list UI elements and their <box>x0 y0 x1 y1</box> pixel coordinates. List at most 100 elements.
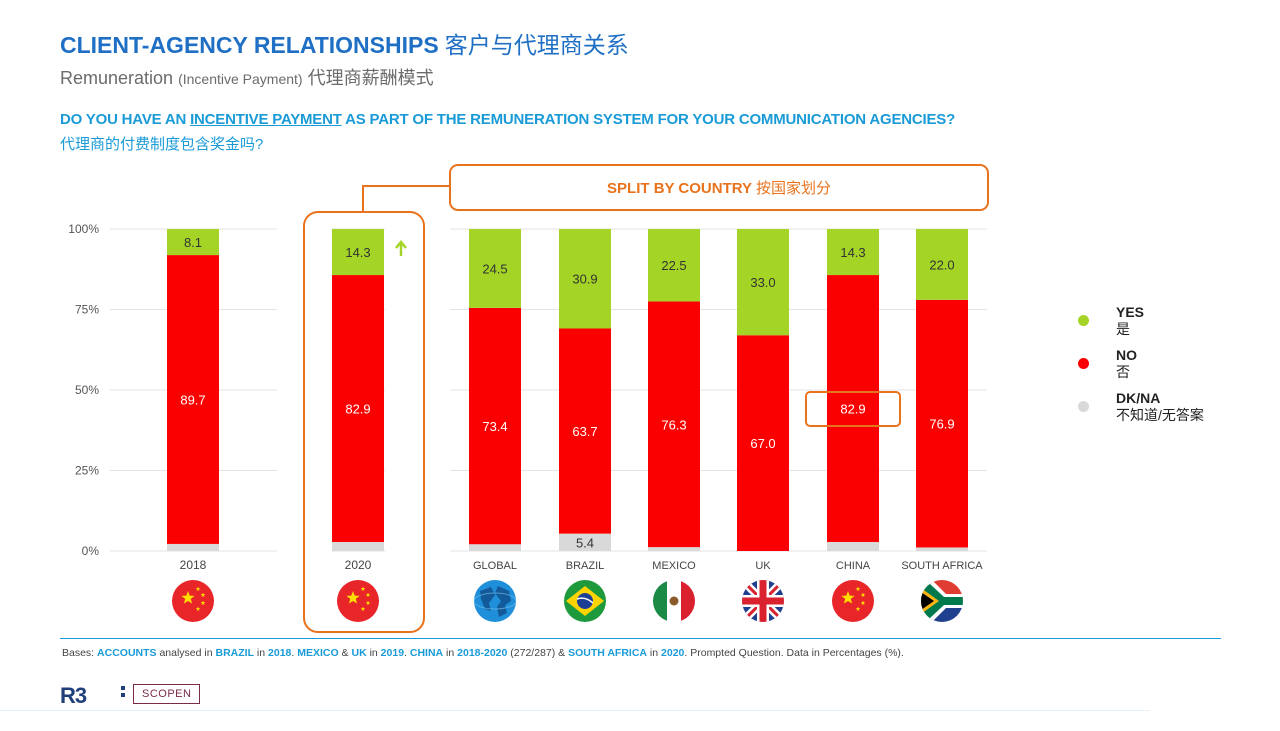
bar-segment-dkna <box>469 544 521 551</box>
data-label: 24.5 <box>482 261 507 276</box>
data-label: 22.0 <box>929 257 954 272</box>
subtitle-paren: (Incentive Payment) <box>178 71 303 87</box>
legend-yes-en: YES <box>1116 304 1145 320</box>
legend-no-cn: 否 <box>1116 364 1130 380</box>
highlight-china-box <box>805 391 901 427</box>
callout-label-cn: 按国家划分 <box>756 180 831 197</box>
y-tick-label: 50% <box>75 383 99 397</box>
x-tick-label: MEXICO <box>652 560 696 572</box>
page-title: CLIENT-AGENCY RELATIONSHIPS 客户与代理商关系 <box>60 26 629 60</box>
data-label: 82.9 <box>345 402 370 417</box>
grid-lines <box>110 228 987 552</box>
data-label: 8.1 <box>184 235 202 250</box>
globe-icon <box>474 580 516 622</box>
legend: YES 是 NO 否 DK/NA 不知道/无答案 <box>1078 304 1204 433</box>
legend-item-no: NO 否 <box>1078 347 1204 381</box>
uk-flag-icon <box>742 580 784 622</box>
legend-dot-dkna <box>1078 401 1089 412</box>
footer-divider <box>60 638 1221 639</box>
bar-segment-yes <box>648 229 700 302</box>
data-label: 30.9 <box>572 272 597 287</box>
data-label: 89.7 <box>180 392 205 407</box>
x-tick-label: GLOBAL <box>473 560 517 572</box>
bar-segment-dkna <box>916 547 968 551</box>
legend-dkna-en: DK/NA <box>1116 390 1161 406</box>
bar-segment-no <box>737 335 789 551</box>
bar-segment-no <box>332 275 384 542</box>
data-label: 76.9 <box>929 417 954 432</box>
legend-dot-no <box>1078 358 1089 369</box>
y-tick-label: 100% <box>68 222 99 236</box>
data-label: 67.0 <box>750 436 775 451</box>
data-label: 33.0 <box>750 275 775 290</box>
bar-segment-dkna <box>167 543 219 551</box>
bar-segment-no <box>167 255 219 544</box>
scopen-logo: SCOPEN <box>133 684 201 704</box>
y-tick-label: 0% <box>82 544 100 558</box>
bar-segment-yes <box>827 229 879 276</box>
x-tick-label: 2020 <box>345 558 372 572</box>
bar-segment-dkna <box>332 541 384 551</box>
question-pre: DO YOU HAVE AN <box>60 111 191 128</box>
x-tick-label: CHINA <box>836 560 871 572</box>
bars: 89.7 8.1 82.9 14.3 73.4 24.5 5.4 63.7 30.9 76.3 22… <box>167 229 968 551</box>
question-en: DO YOU HAVE AN INCENTIVE PAYMENT AS PART… <box>60 111 955 128</box>
data-label: 82.9 <box>840 402 865 417</box>
bar-segment-dkna <box>648 547 700 551</box>
data-label: 14.3 <box>840 245 865 260</box>
question-post: AS PART OF THE REMUNERATION SYSTEM FOR Y… <box>341 111 956 128</box>
x-tick-label: BRAZIL <box>566 560 605 572</box>
legend-no-en: NO <box>1116 347 1137 363</box>
legend-item-yes: YES 是 <box>1078 304 1204 338</box>
china-flag-icon <box>172 580 214 622</box>
data-label: 5.4 <box>576 535 594 550</box>
south-africa-flag-icon <box>921 580 963 622</box>
data-label: 63.7 <box>572 424 597 439</box>
y-tick-label: 75% <box>75 303 99 317</box>
callout-box <box>449 164 989 211</box>
flags <box>172 580 963 622</box>
callout-connector <box>362 185 450 212</box>
bottom-rule <box>0 710 1150 711</box>
bar-segment-no <box>827 275 879 542</box>
bar-segment-yes <box>332 229 384 276</box>
footnote: Bases: ACCOUNTS analysed in BRAZIL in 20… <box>62 647 904 659</box>
y-axis-ticks: 0% 25% 50% 75% 100% <box>68 222 99 558</box>
question-underlined: INCENTIVE PAYMENT <box>190 111 342 128</box>
bar-segment-yes <box>737 229 789 336</box>
bar-segment-yes <box>916 229 968 300</box>
page-title-en: CLIENT-AGENCY RELATIONSHIPS <box>60 32 439 58</box>
bar-segment-yes <box>469 229 521 308</box>
bar-segment-yes <box>167 229 219 256</box>
legend-dkna-cn: 不知道/无答案 <box>1116 407 1204 423</box>
legend-yes-cn: 是 <box>1116 321 1130 337</box>
china-flag-icon <box>832 580 874 622</box>
up-arrow-icon <box>395 240 407 256</box>
x-tick-label: UK <box>755 560 771 572</box>
y-tick-label: 25% <box>75 464 99 478</box>
question-cn: 代理商的付费制度包含奖金吗? <box>60 136 264 153</box>
brazil-flag-icon <box>564 580 606 622</box>
page-title-cn: 客户与代理商关系 <box>444 32 629 58</box>
bar-segment-no <box>469 307 521 545</box>
mexico-flag-icon <box>653 580 695 622</box>
page-subtitle: Remuneration (Incentive Payment) 代理商薪酬模式 <box>60 64 434 90</box>
legend-item-dkna: DK/NA 不知道/无答案 <box>1078 390 1204 424</box>
china-flag-icon <box>337 580 379 622</box>
logo-separator <box>121 686 125 704</box>
bar-segment-no <box>916 299 968 548</box>
callout-label-en: SPLIT BY COUNTRY <box>607 180 752 197</box>
data-label: 73.4 <box>482 419 507 434</box>
data-label: 14.3 <box>345 245 370 260</box>
bar-segment-yes <box>559 229 611 329</box>
data-label: 76.3 <box>661 417 686 432</box>
bar-segment-no <box>559 328 611 534</box>
bar-segment-dkna <box>559 533 611 551</box>
bar-segment-dkna <box>827 541 879 551</box>
x-tick-label: SOUTH AFRICA <box>901 560 983 572</box>
x-axis-labels: 2018 2020 GLOBAL BRAZIL MEXICO UK CHINA SOUTH A… <box>180 558 984 572</box>
highlight-2020-box <box>303 211 425 633</box>
x-tick-label: 2018 <box>180 558 207 572</box>
callout-label: SPLIT BY COUNTRY 按国家划分 <box>607 180 831 197</box>
